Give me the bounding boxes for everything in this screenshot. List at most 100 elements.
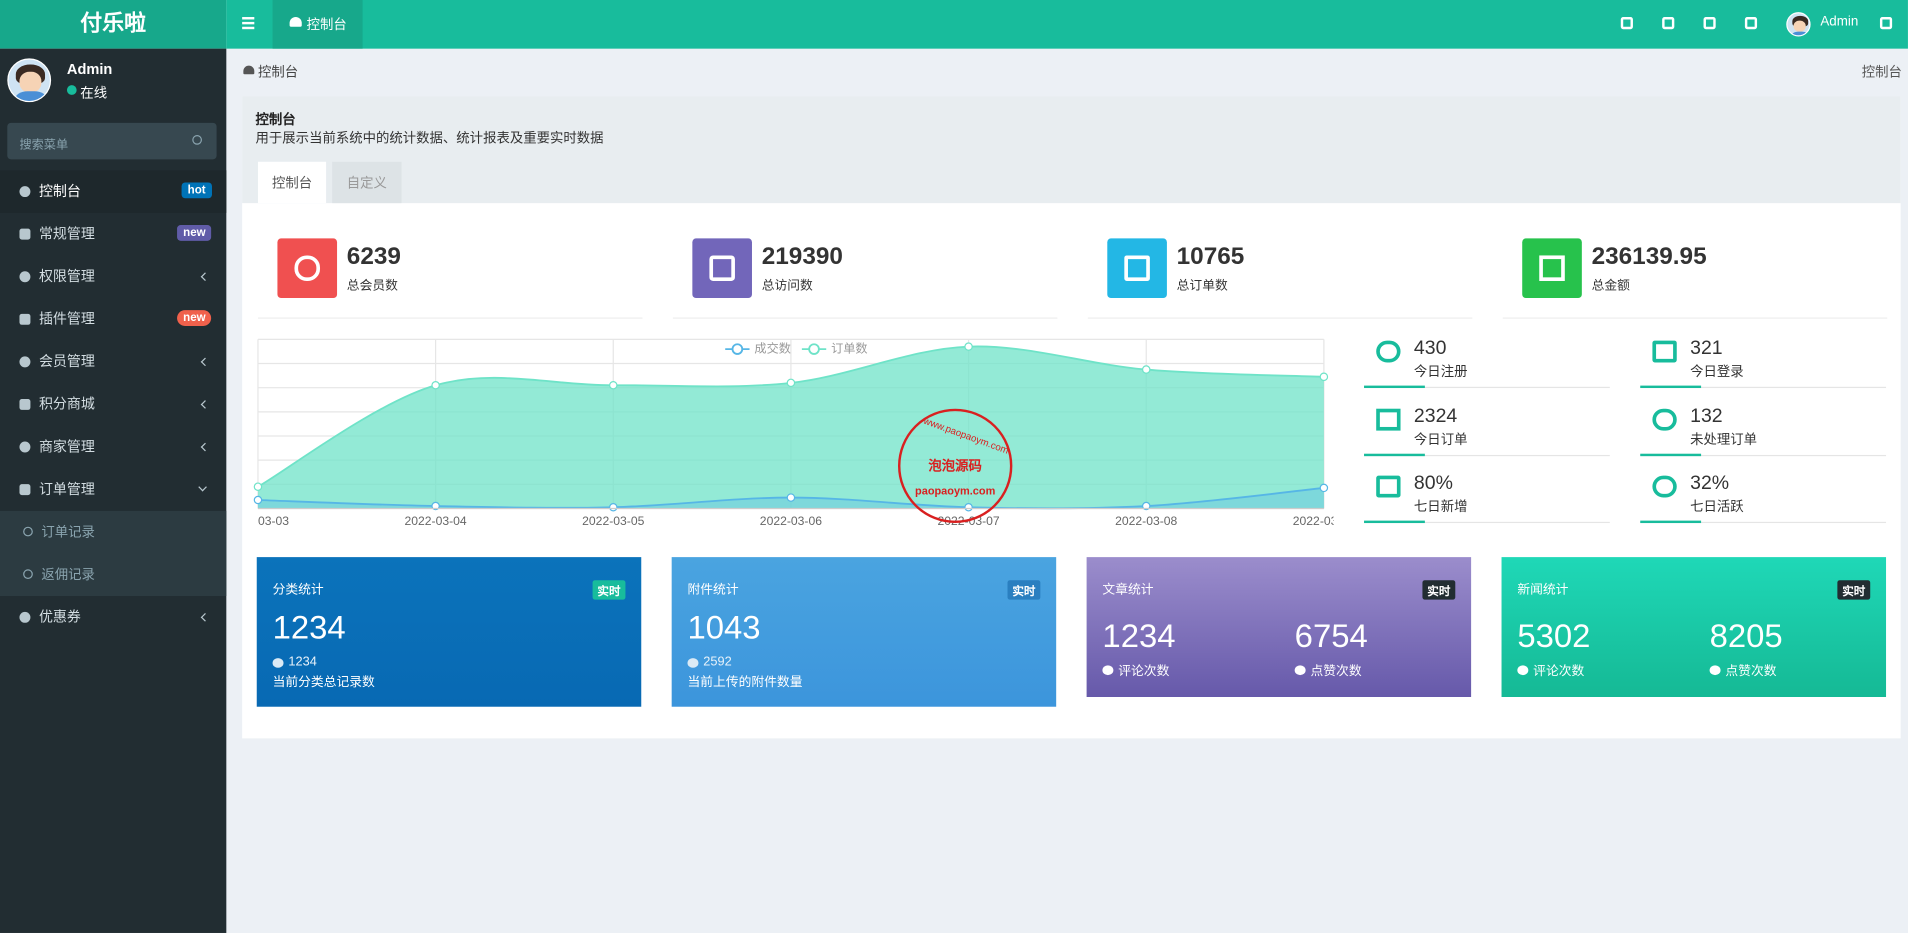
card-item-icon [1517, 665, 1529, 676]
stat-value: 6239 [346, 243, 401, 271]
search-box[interactable]: 搜索菜单 [7, 122, 217, 160]
top-user[interactable]: Admin [1820, 14, 1859, 30]
panel-tab-label: 自定义 [346, 176, 387, 191]
menu-icon [19, 271, 31, 283]
stat-value: 236139.95 [1591, 243, 1707, 271]
mini-rule [1640, 386, 1887, 389]
stat-icon [277, 238, 338, 299]
breadcrumb-icon [243, 65, 255, 75]
avatar [7, 58, 52, 103]
top-icon[interactable] [1703, 17, 1716, 30]
stat-glyph [1124, 255, 1150, 281]
mini-bar [1364, 520, 1425, 524]
submenu-item[interactable]: 返佣记录 [41, 568, 95, 583]
menu-item[interactable]: 常规管理 [38, 227, 95, 243]
card: 文章统计 实时 1234 评论次数 6754 点赞次数 [1086, 557, 1472, 697]
card-value: 1234 [272, 609, 346, 646]
panel-tab-label: 控制台 [271, 176, 313, 191]
stat-label: 总访问数 [761, 278, 813, 294]
search-placeholder: 搜索菜单 [19, 138, 69, 153]
stat-label: 总金额 [1591, 278, 1630, 294]
mini-label: 七日新增 [1413, 499, 1468, 515]
submenu [0, 510, 227, 597]
top-tab[interactable] [272, 0, 363, 49]
x-tick-label: 2022-03-06 [760, 514, 822, 528]
card-item-label: 评论次数 [1118, 664, 1170, 679]
mini-icon [1652, 408, 1677, 430]
stat-rule [257, 317, 643, 319]
submenu-item[interactable]: 订单记录 [41, 525, 95, 541]
legend-label: 订单数 [831, 340, 867, 355]
menu-item[interactable]: 权限管理 [38, 270, 95, 285]
point [253, 495, 263, 505]
legend-marker [808, 343, 820, 355]
mini-label: 未处理订单 [1690, 432, 1758, 448]
avatar-face [1793, 20, 1806, 32]
card-item-icon [1102, 665, 1114, 676]
panel-head [242, 96, 1901, 204]
menu-item[interactable]: 会员管理 [38, 355, 95, 370]
card-item-label: 评论次数 [1533, 664, 1585, 679]
menu-item[interactable]: 优惠券 [38, 610, 81, 626]
breadcrumb[interactable]: 控制台 [257, 65, 299, 81]
mini-icon [1376, 408, 1401, 430]
legend-marker [731, 343, 744, 355]
side-user: Admin [66, 60, 113, 78]
mini-icon [1376, 340, 1401, 363]
menu-toggle[interactable] [242, 17, 255, 30]
mini-value: 2324 [1413, 405, 1458, 427]
card-sub-icon [687, 658, 699, 668]
card-sub-value: 2592 [703, 654, 732, 670]
card-item-label: 点赞次数 [1725, 664, 1777, 679]
stat-icon [692, 238, 752, 299]
card-item-icon [1294, 665, 1306, 676]
top-icon[interactable] [1744, 17, 1758, 30]
breadcrumb-right: 控制台 [1861, 65, 1902, 81]
card-sub-label: 当前分类总记录数 [272, 675, 375, 690]
point [1319, 372, 1329, 382]
stat-label: 总会员数 [346, 278, 398, 294]
mini-value: 321 [1690, 338, 1723, 359]
top-icon[interactable] [1620, 17, 1633, 30]
menu-item[interactable]: 订单管理 [38, 482, 95, 498]
menu-item[interactable]: 插件管理 [38, 312, 95, 328]
card-item-icon [1709, 665, 1721, 676]
menu-item[interactable]: 积分商城 [38, 397, 95, 413]
point [609, 502, 618, 512]
menu-icon [19, 356, 31, 368]
stat-icon [1522, 238, 1582, 299]
menu-badge: new [177, 310, 212, 326]
card-item-value: 1234 [1102, 617, 1176, 655]
card-title: 分类统计 [272, 582, 324, 598]
top-icon[interactable] [1879, 17, 1893, 30]
stat-icon [1107, 238, 1167, 299]
side-status: 在线 [80, 86, 108, 101]
panel-tab[interactable]: 自定义 [332, 161, 402, 204]
x-tick-label: 2022-03-03 [227, 514, 289, 528]
top-icon[interactable] [1662, 17, 1675, 30]
menu-item[interactable]: 控制台 [38, 184, 81, 200]
mini-value: 430 [1413, 338, 1447, 359]
avatar [1786, 12, 1811, 37]
card-item-value: 8205 [1709, 617, 1783, 655]
menu-item[interactable]: 商家管理 [38, 440, 95, 455]
mini-label: 今日订单 [1413, 432, 1468, 448]
point [253, 482, 263, 491]
card-value: 1043 [687, 609, 761, 646]
stat-value: 10765 [1176, 243, 1245, 271]
mini-icon [1652, 475, 1677, 498]
stat-glyph [1539, 255, 1565, 281]
panel-tab[interactable]: 控制台 [257, 161, 327, 204]
top-tab-label: 控制台 [306, 18, 347, 33]
panel-desc: 用于展示当前系统中的统计数据、统计报表及重要实时数据 [255, 131, 604, 146]
menu-icon [19, 611, 31, 623]
card-item-label: 点赞次数 [1310, 664, 1362, 679]
mini-bar [1364, 453, 1425, 456]
submenu-icon [23, 526, 33, 537]
watermark-bottom: paopaoym.com [915, 485, 996, 497]
x-tick-label: 2022-03-09 [1293, 514, 1355, 528]
card-badge: 实时 [592, 580, 626, 600]
point [786, 493, 796, 502]
